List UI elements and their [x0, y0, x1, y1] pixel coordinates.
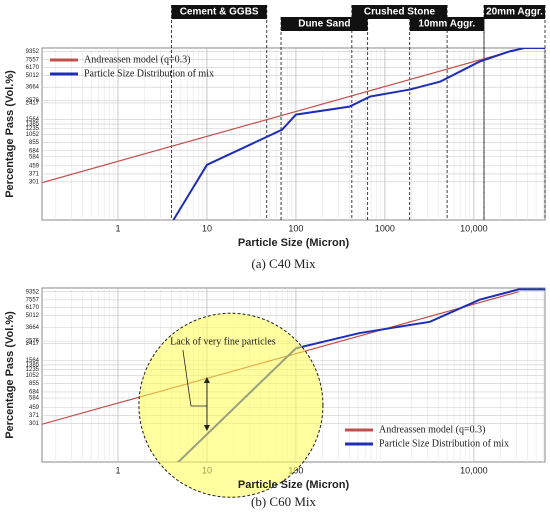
x-axis-label: Particle Size (Micron)	[238, 237, 350, 249]
band-header	[171, 5, 267, 19]
y-tick-label: 2576	[26, 98, 40, 104]
y-tick-label: 1385	[26, 362, 40, 368]
line-series	[172, 48, 545, 220]
y-tick-label: 684	[29, 390, 40, 396]
y-tick-label: 371	[29, 172, 40, 178]
band-label: Crushed Stone	[364, 7, 436, 18]
y-tick-label: 584	[29, 154, 40, 160]
band-label: Cement & GGBS	[180, 7, 259, 18]
y-tick-label: 1052	[26, 132, 40, 138]
annotation: Lack of very fine particles	[170, 336, 276, 347]
x-axis-label: Particle Size (Micron)	[238, 479, 350, 491]
band-label: 10mm Aggr.	[418, 19, 475, 30]
line-series	[42, 51, 510, 184]
y-tick-label: 371	[29, 413, 40, 419]
y-tick-label: 1235	[26, 367, 40, 373]
legend-label: Andreassen model (q=0.3)	[379, 424, 485, 435]
x-tick-label: 100	[288, 223, 303, 233]
y-tick-label: 7557	[26, 57, 40, 63]
y-tick-label: 301	[29, 421, 40, 427]
y-tick-label: 3664	[26, 325, 40, 331]
y-tick-label: 855	[29, 381, 40, 387]
y-tick-label: 301	[29, 179, 40, 185]
highlight-circle	[138, 312, 324, 498]
y-tick-label: 584	[29, 396, 40, 402]
legend-label: Andreassen model (q=0.3)	[84, 54, 190, 65]
y-tick-label: 2417	[26, 101, 40, 107]
y-tick-label: 6170	[26, 305, 40, 311]
y-tick-label: 459	[29, 405, 40, 411]
y-tick-label: 459	[29, 163, 40, 169]
band-header	[351, 5, 448, 19]
y-tick-label: 1235	[26, 126, 40, 132]
band-header	[409, 17, 485, 31]
x-tick-label: 1	[115, 223, 120, 233]
y-tick-label: 1564	[26, 358, 40, 364]
x-tick-label: 10,000	[460, 223, 488, 233]
band-label: 20mm Aggr.	[486, 7, 543, 18]
y-tick-label: 2576	[26, 339, 40, 345]
caption: (a) C40 Mix	[251, 256, 316, 271]
annotation-leader	[182, 349, 192, 407]
y-tick-label: 9352	[26, 289, 40, 295]
y-tick-label: 1052	[26, 373, 40, 379]
legend-label: Particle Size Distribution of mix	[379, 438, 509, 449]
x-tick-label: 1	[115, 465, 120, 475]
x-tick-label: 1000	[375, 223, 395, 233]
y-axis-label: Percentage Pass (Vol.%)	[4, 311, 16, 439]
x-tick-label: 10	[202, 223, 212, 233]
y-tick-label: 7557	[26, 297, 40, 303]
legend-label: Particle Size Distribution of mix	[84, 68, 214, 79]
y-tick-label: 2417	[26, 341, 40, 347]
y-tick-label: 1385	[26, 122, 40, 128]
y-tick-label: 9352	[26, 49, 40, 55]
y-tick-label: 6170	[26, 65, 40, 71]
band-label: Dune Sand	[298, 19, 350, 30]
band-header	[281, 17, 368, 31]
y-tick-label: 3664	[26, 85, 40, 91]
y-tick-label: 5012	[26, 73, 40, 79]
caption: (b) C60 Mix	[251, 494, 317, 509]
y-tick-label: 684	[29, 148, 40, 154]
x-tick-label: 10,000	[460, 465, 488, 475]
y-axis-label: Percentage Pass (Vol.%)	[4, 70, 16, 198]
y-tick-label: 1564	[26, 117, 40, 123]
plot-area	[41, 47, 546, 221]
band-header	[484, 5, 545, 19]
y-tick-label: 855	[29, 140, 40, 146]
y-tick-label: 5012	[26, 313, 40, 319]
series-group	[42, 48, 545, 220]
